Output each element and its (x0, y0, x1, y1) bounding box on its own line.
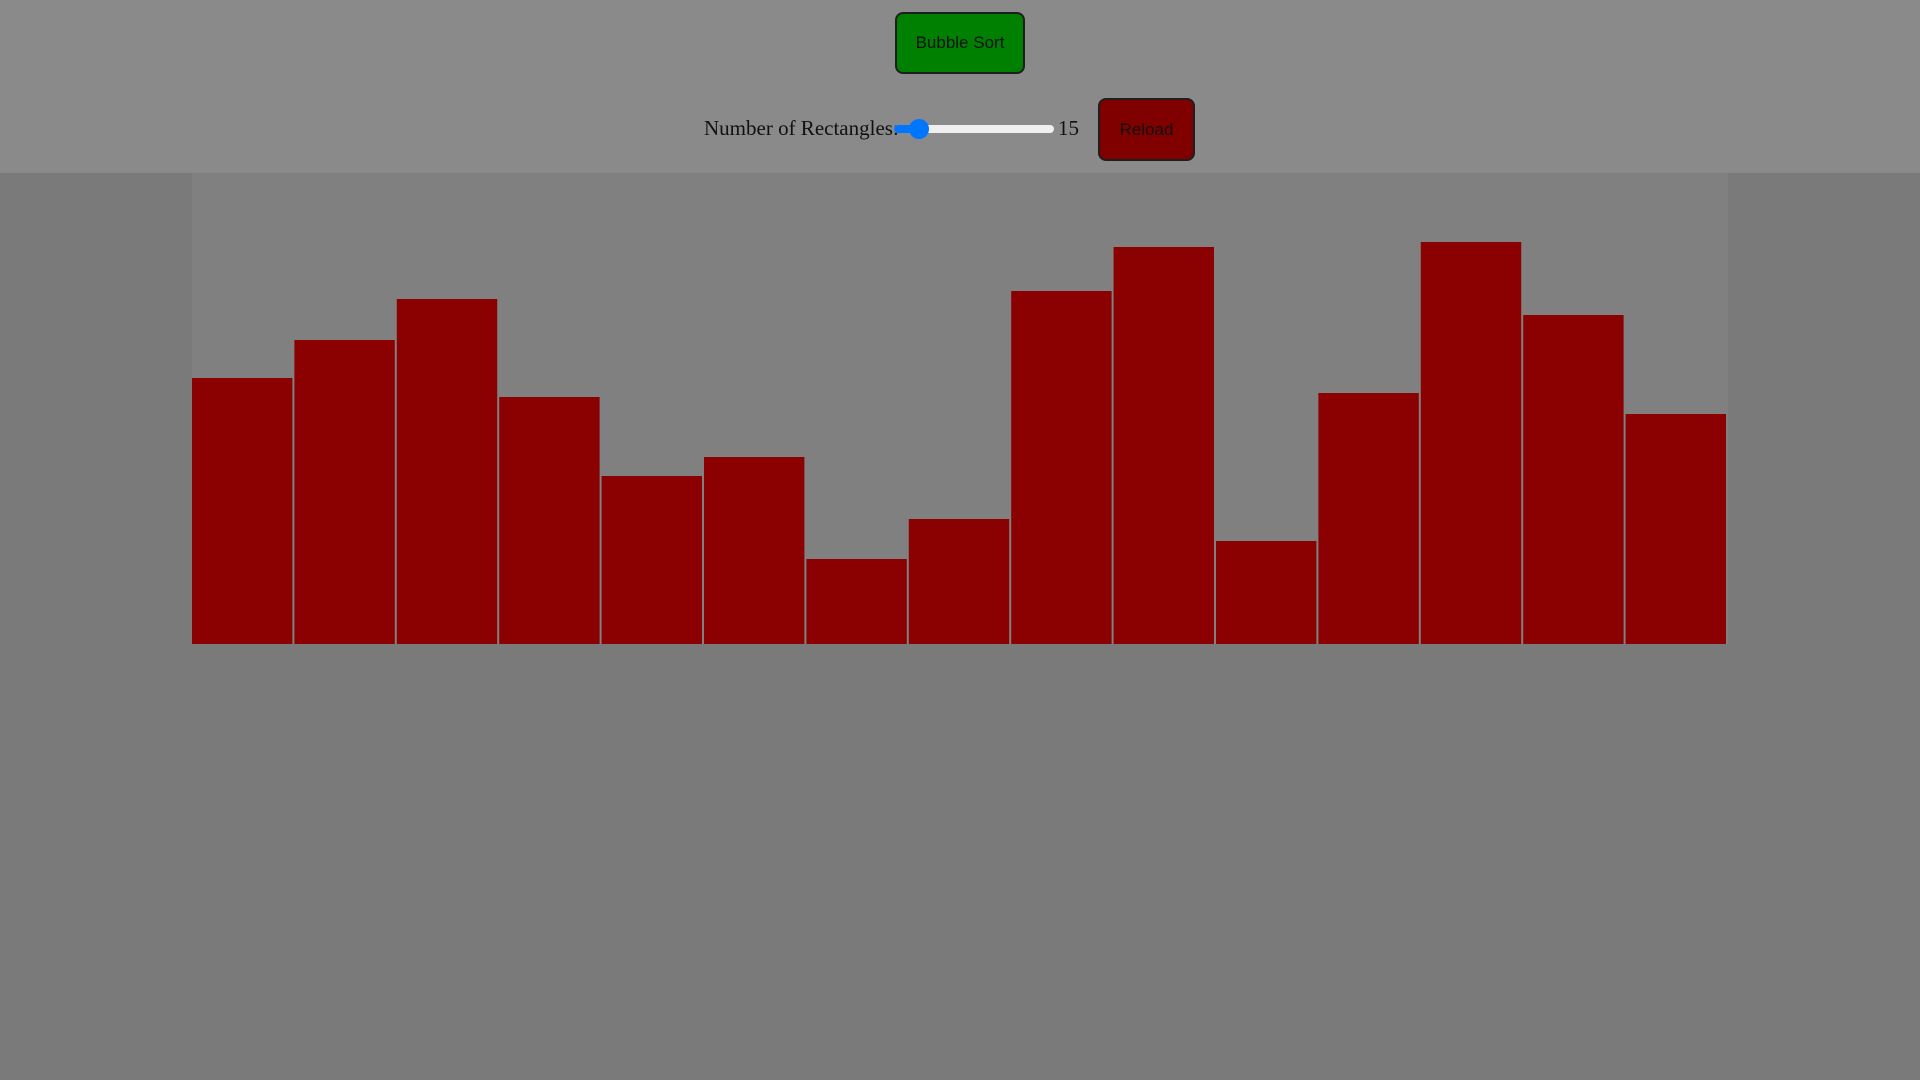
bubble-sort-button[interactable]: Bubble Sort (895, 12, 1025, 74)
slider-track (894, 125, 1054, 133)
control-header: Bubble Sort Number of Rectangles: 15 Rel… (0, 0, 1920, 173)
bar-visualization (192, 173, 1728, 644)
bar-7 (806, 559, 907, 644)
bar-5 (601, 476, 702, 644)
bar-14 (1523, 315, 1624, 644)
bar-6 (704, 457, 805, 644)
bars-canvas (192, 242, 1726, 644)
rectangle-count-slider[interactable] (894, 118, 1054, 140)
bar-2 (294, 340, 395, 644)
bar-1 (192, 378, 293, 644)
bar-10 (1113, 247, 1214, 644)
bar-12 (1318, 393, 1419, 644)
bar-15 (1625, 414, 1726, 644)
bar-13 (1420, 242, 1522, 644)
slider-thumb[interactable] (908, 119, 929, 139)
bar-3 (396, 299, 498, 644)
slider-fill (894, 125, 919, 133)
bar-8 (908, 519, 1010, 644)
bar-9 (1011, 291, 1112, 644)
rectangle-count-value: 15 (1058, 116, 1079, 140)
bar-11 (1216, 541, 1317, 644)
reload-button[interactable]: Reload (1098, 98, 1195, 161)
rectangle-count-label: Number of Rectangles: (704, 116, 899, 140)
bar-4 (499, 397, 600, 644)
